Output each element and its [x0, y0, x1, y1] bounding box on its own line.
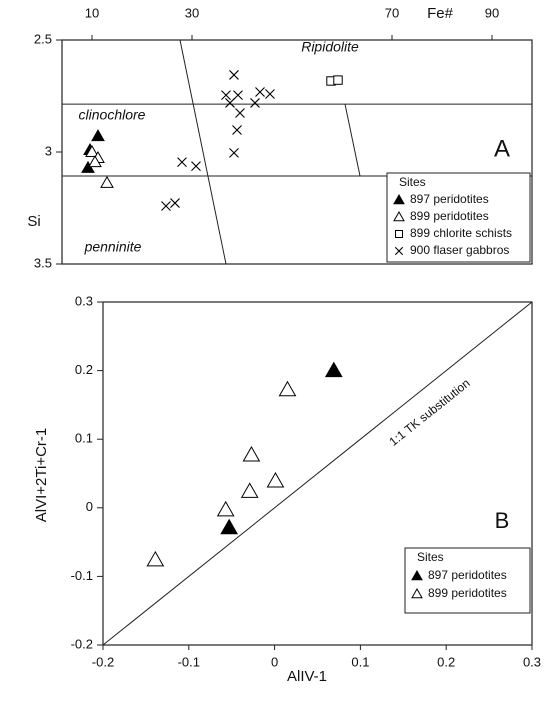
legend-box — [404, 547, 531, 614]
x-tick-label: 90 — [485, 5, 499, 20]
point — [85, 144, 99, 157]
point — [235, 108, 245, 118]
point — [161, 201, 171, 211]
legend-label: 899 chlorite schists — [410, 226, 512, 240]
legend-marker — [411, 587, 423, 599]
point — [250, 98, 260, 108]
point — [221, 90, 231, 100]
point — [229, 70, 239, 80]
y-axis-label: AlVI+2Ti+Cr-1 — [33, 428, 50, 522]
point — [225, 98, 235, 108]
annotation: A — [494, 135, 510, 162]
y-tick-label: 0 — [86, 499, 93, 514]
annotation: Ripidolite — [301, 39, 359, 55]
plot-frame — [102, 301, 533, 646]
legend-title: Sites — [399, 175, 426, 189]
legend-label: 900 flaser gabbros — [410, 243, 509, 257]
legend-label: 897 peridotites — [410, 192, 489, 206]
y-tick-label: 0.3 — [75, 293, 93, 308]
y-tick-label: -0.2 — [71, 636, 93, 651]
legend-marker — [393, 193, 405, 205]
point — [242, 445, 261, 462]
point — [216, 500, 235, 517]
reference-line — [102, 301, 533, 646]
point — [88, 155, 102, 168]
point — [233, 90, 243, 100]
legend-marker — [411, 569, 423, 581]
point — [177, 157, 187, 167]
point — [91, 129, 105, 142]
reference-line-label: 1:1 TK substitution — [386, 376, 472, 449]
point — [278, 380, 297, 397]
point — [81, 160, 95, 173]
point — [232, 125, 242, 135]
annotation: clinochlore — [79, 107, 146, 123]
y-tick-label: -0.1 — [71, 568, 93, 583]
point — [220, 518, 238, 535]
legend-label: 897 peridotites — [428, 568, 507, 582]
y-tick-label: 0.1 — [75, 431, 93, 446]
point — [146, 550, 165, 567]
x-tick-label: 70 — [385, 5, 399, 20]
legend-marker — [393, 210, 405, 222]
y-axis-label: Si — [27, 213, 40, 230]
y-tick-label: 3.5 — [34, 255, 52, 270]
field-boundary — [344, 103, 361, 177]
x-axis-label: Fe# — [427, 5, 454, 22]
x-tick-label: 0.1 — [351, 654, 369, 669]
legend-label: 899 peridotites — [428, 586, 507, 600]
x-tick-label: 30 — [185, 5, 199, 20]
legend-box — [386, 172, 531, 263]
point — [240, 482, 259, 498]
y-tick-label: 3 — [45, 143, 52, 158]
x-tick-label: -0.1 — [178, 654, 200, 669]
y-tick-label: 0.2 — [75, 362, 93, 377]
point — [191, 161, 201, 172]
x-tick-label: 10 — [85, 5, 99, 20]
x-tick-label: -0.2 — [92, 654, 114, 669]
point — [333, 75, 343, 85]
x-axis-label: AlIV-1 — [287, 668, 327, 685]
point — [255, 87, 265, 97]
point — [100, 175, 114, 188]
x-tick-label: 0 — [271, 654, 278, 669]
annotation: penninite — [84, 239, 142, 255]
point — [170, 198, 180, 208]
field-boundary — [179, 39, 227, 265]
legend-title: Sites — [417, 550, 444, 564]
x-tick-label: 0.2 — [437, 654, 455, 669]
legend-label: 899 peridotites — [410, 209, 489, 223]
legend-marker — [395, 230, 403, 238]
y-tick-label: 2.5 — [34, 31, 52, 46]
point — [229, 148, 239, 158]
point — [324, 361, 343, 378]
x-tick-label: 0.3 — [523, 654, 541, 669]
annotation: B — [495, 508, 510, 533]
point — [265, 89, 275, 99]
point — [266, 472, 285, 488]
legend-marker — [394, 246, 404, 256]
